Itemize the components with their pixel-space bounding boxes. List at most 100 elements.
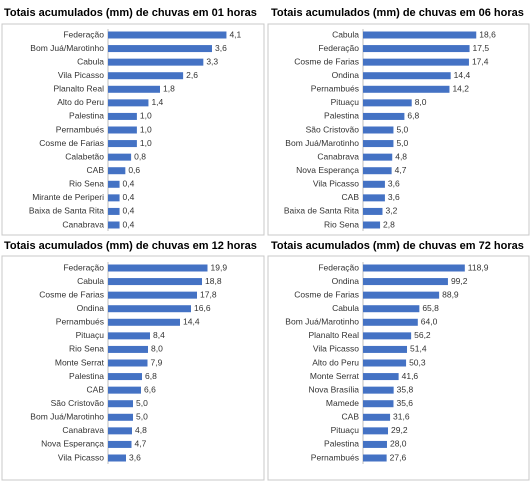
value-label: 5,0 <box>136 398 148 408</box>
chart-title: Totais acumulados (mm) de chuvas em 06 h… <box>271 7 524 19</box>
bar <box>108 126 137 134</box>
category-label: CAB <box>87 165 105 175</box>
bar <box>108 31 227 39</box>
category-label: CAB <box>342 412 360 422</box>
value-label: 0,4 <box>123 219 135 229</box>
value-label: 4,1 <box>229 29 241 39</box>
bar <box>108 194 120 202</box>
value-label: 8,4 <box>153 330 165 340</box>
category-label: CAB <box>87 384 105 394</box>
category-label: Palestina <box>69 111 104 121</box>
category-label: Mirante de Periperi <box>32 192 104 202</box>
value-label: 3,6 <box>388 179 400 189</box>
bar <box>108 45 212 53</box>
category-label: Cosme de Farias <box>294 289 359 299</box>
bar <box>363 207 383 215</box>
bar <box>108 180 120 188</box>
category-label: Cabula <box>77 276 104 286</box>
bar <box>363 112 405 120</box>
bar <box>363 126 394 134</box>
category-label: Vila Picasso <box>313 179 359 189</box>
value-label: 4,8 <box>395 151 407 161</box>
value-label: 88,9 <box>442 289 459 299</box>
bar <box>363 45 470 53</box>
category-label: Bom Juá/Marotinho <box>30 412 104 422</box>
value-label: 8,0 <box>415 97 427 107</box>
bar <box>363 85 450 93</box>
category-label: Nova Brasília <box>308 384 359 394</box>
category-label: Nova Esperança <box>41 439 104 449</box>
value-label: 1,4 <box>151 97 163 107</box>
bar <box>108 345 148 353</box>
bar <box>108 153 132 161</box>
category-label: Mamede <box>326 398 359 408</box>
bar <box>108 221 120 229</box>
value-label: 3,2 <box>385 206 397 216</box>
category-label: Rio Sena <box>69 344 104 354</box>
bar <box>108 400 133 408</box>
category-label: Palestina <box>69 371 104 381</box>
bar <box>363 140 394 148</box>
bar <box>363 427 389 435</box>
value-label: 51,4 <box>410 344 427 354</box>
bar <box>108 207 120 215</box>
bar <box>108 454 126 462</box>
value-label: 3,6 <box>388 192 400 202</box>
value-label: 17,4 <box>472 56 489 66</box>
value-label: 6,8 <box>407 111 419 121</box>
category-label: Cosme de Farias <box>39 138 104 148</box>
value-label: 0,4 <box>123 192 135 202</box>
category-label: Cosme de Farias <box>294 56 359 66</box>
value-label: 0,8 <box>134 151 146 161</box>
category-label: CAB <box>342 192 360 202</box>
category-label: Canabrava <box>62 219 104 229</box>
chart-title: Totais acumulados (mm) de chuvas em 01 h… <box>4 7 257 19</box>
category-label: Alto do Peru <box>57 97 104 107</box>
value-label: 7,9 <box>151 357 163 367</box>
bar <box>363 305 420 313</box>
bar <box>108 291 197 299</box>
value-label: 0,4 <box>123 179 135 189</box>
value-label: 65,8 <box>422 303 439 313</box>
bar <box>363 278 448 286</box>
category-label: Calabetão <box>65 151 104 161</box>
value-label: 0,6 <box>128 165 140 175</box>
bar <box>108 318 180 326</box>
category-label: Pernambués <box>311 452 359 462</box>
category-label: Canabrava <box>62 425 104 435</box>
value-label: 5,0 <box>136 412 148 422</box>
category-label: Federação <box>63 262 104 272</box>
bar <box>108 373 142 381</box>
value-label: 28,0 <box>390 439 407 449</box>
bar <box>108 278 202 286</box>
category-label: Ondina <box>77 303 105 313</box>
category-label: Alto do Peru <box>312 357 359 367</box>
bar <box>363 386 394 394</box>
bar <box>108 72 184 80</box>
category-label: Vila Picasso <box>58 452 104 462</box>
bar <box>363 345 408 353</box>
category-label: Canabrava <box>317 151 359 161</box>
bar <box>108 140 137 148</box>
bar <box>108 386 141 394</box>
value-label: 8,0 <box>151 344 163 354</box>
category-label: Pernambués <box>56 124 104 134</box>
category-label: Pituaçu <box>331 97 360 107</box>
value-label: 3,6 <box>129 452 141 462</box>
bar <box>108 58 204 66</box>
category-label: Palestina <box>324 111 359 121</box>
category-label: Bom Juá/Marotinho <box>285 317 359 327</box>
bar <box>108 85 160 93</box>
bar <box>363 413 391 421</box>
value-label: 1,8 <box>163 84 175 94</box>
value-label: 5,0 <box>396 138 408 148</box>
bar <box>363 221 381 229</box>
category-label: Federação <box>63 29 104 39</box>
value-label: 18,6 <box>479 29 496 39</box>
category-label: Monte Serrat <box>310 371 360 381</box>
value-label: 18,8 <box>205 276 222 286</box>
category-label: Bom Juá/Marotinho <box>30 43 104 53</box>
category-label: Cabula <box>77 56 104 66</box>
bar <box>108 167 126 175</box>
